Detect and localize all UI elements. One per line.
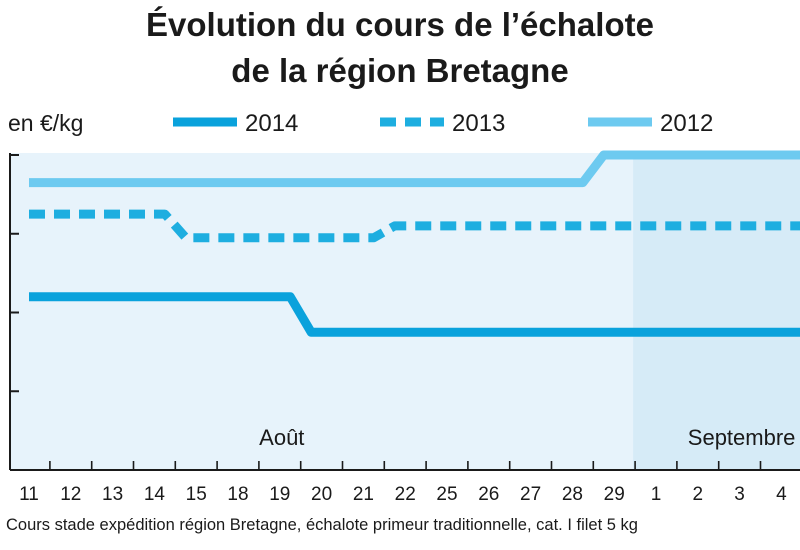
x-tick-label: 19	[269, 484, 290, 505]
x-tick-label: 3	[734, 484, 745, 505]
series-line-2012	[29, 150, 800, 188]
legend-label: 2012	[660, 110, 713, 137]
x-tick-label: 28	[562, 484, 583, 505]
x-tick-label: 11	[19, 484, 39, 505]
y-axis-label: en €/kg	[8, 110, 83, 136]
x-tick-label: 2	[693, 484, 704, 505]
chart-title: Évolution du cours de l’échalote	[146, 6, 654, 43]
chart-subtitle: de la région Bretagne	[231, 52, 569, 89]
month-label: Septembre	[688, 425, 796, 450]
x-tick-label: 21	[353, 484, 374, 505]
legend-item-2012: 2012	[588, 110, 713, 137]
x-tick-label: 12	[60, 484, 81, 505]
x-tick-label: 29	[604, 484, 625, 505]
x-tick-label: 1	[651, 484, 662, 505]
legend-label: 2014	[245, 110, 298, 137]
x-tick-label: 22	[395, 484, 416, 505]
x-tick-label: 14	[144, 484, 166, 505]
x-tick-label: 25	[436, 484, 457, 505]
legend-label: 2013	[452, 110, 505, 137]
september-shaded-region	[633, 153, 800, 470]
x-tick-label: 20	[311, 484, 332, 505]
legend-item-2013: 2013	[380, 110, 505, 137]
x-tick-label: 13	[102, 484, 123, 505]
x-tick-label: 26	[478, 484, 499, 505]
x-tick-label: 27	[520, 484, 541, 505]
month-label: Août	[259, 425, 304, 450]
x-tick-label: 15	[186, 484, 207, 505]
x-tick-label: 18	[227, 484, 248, 505]
series-line-2013	[29, 209, 800, 243]
legend-item-2014: 2014	[173, 110, 298, 137]
x-tick-label: 4	[776, 484, 787, 505]
chart-caption: Cours stade expédition région Bretagne, …	[6, 516, 638, 534]
series-line-2014	[29, 292, 800, 337]
